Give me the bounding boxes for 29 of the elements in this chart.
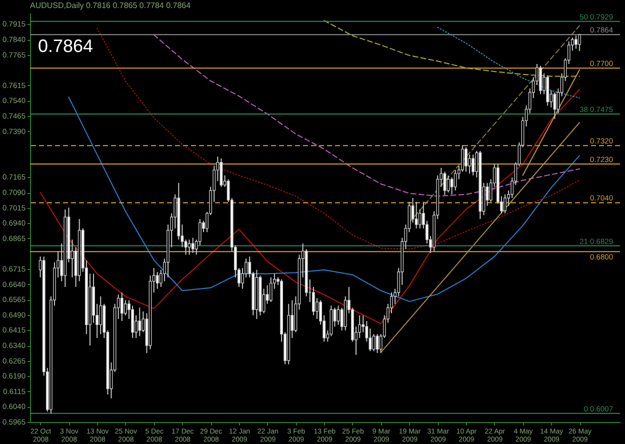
candlestick: [156, 271, 159, 290]
candlestick: [464, 146, 468, 172]
candlestick: [188, 239, 191, 256]
annotation: 0.7864: [38, 36, 94, 56]
line-series: [96, 28, 580, 250]
candlestick: [376, 334, 379, 354]
candlestick: [539, 65, 542, 95]
candlestick: [99, 296, 102, 335]
candlestick: [184, 239, 188, 256]
candlestick: [578, 34, 581, 52]
candlestick: [472, 154, 475, 176]
candlestick: [336, 305, 340, 326]
chart-title: AUDUSD,Daily 0.7816 0.7865 0.7784 0.7864: [30, 1, 192, 10]
line-series: [40, 88, 580, 324]
candlestick: [450, 176, 454, 195]
candlestick: [574, 35, 578, 50]
candlestick: [120, 292, 124, 322]
line-series: [68, 96, 580, 302]
candlestick: [138, 307, 142, 337]
candlestick: [269, 276, 272, 303]
candlestick: [124, 300, 127, 316]
candlestick: [454, 169, 457, 191]
candlestick: [191, 237, 194, 254]
candlestick: [414, 201, 418, 229]
candlestick: [504, 194, 506, 214]
line-series: [153, 34, 580, 197]
line-series: [437, 26, 580, 99]
candlestick: [553, 92, 556, 120]
line-series: [324, 20, 580, 77]
